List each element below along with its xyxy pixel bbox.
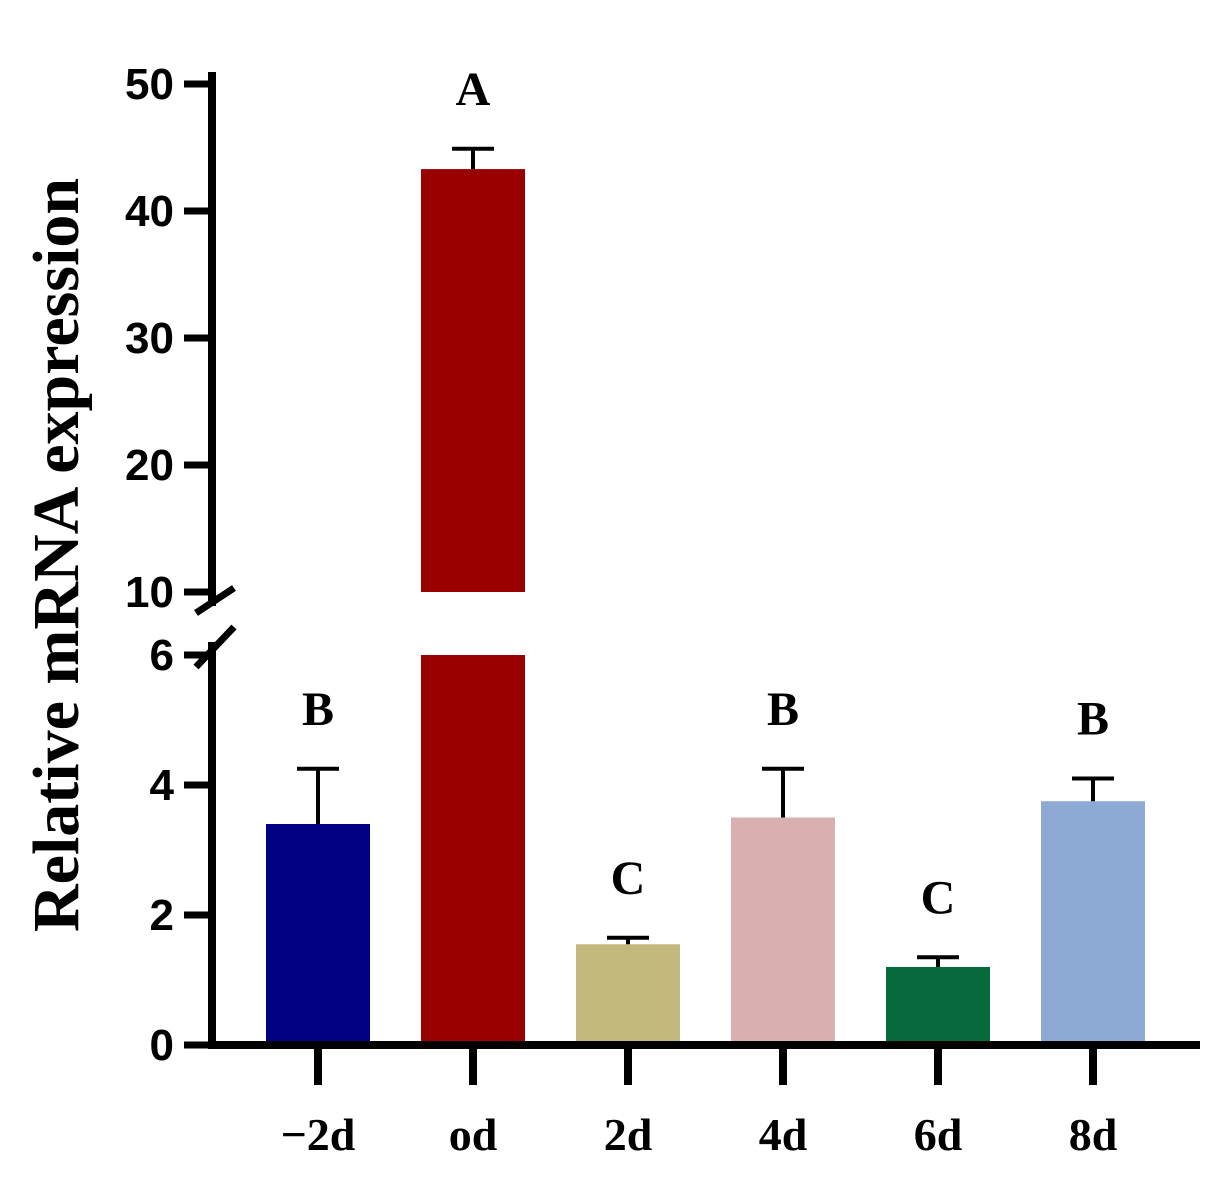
x-tick-label-−2d: −2d — [281, 1109, 356, 1160]
bars-layer — [266, 169, 1145, 1045]
error-bars-layer — [297, 146, 1114, 967]
bar-od-upper — [421, 169, 525, 592]
y-tick-label-2: 2 — [150, 891, 174, 940]
significance-label-−2d: B — [302, 683, 334, 736]
bar-od-lower — [421, 655, 525, 1045]
axes-layer — [184, 72, 1200, 1085]
bar-2d — [576, 944, 680, 1045]
labels-layer: B −2d Aod C 2d B 4d C 6d B 8d 0 2 4 6 10 20 30 40 50 — [125, 60, 1118, 1160]
x-tick-label-6d: 6d — [914, 1109, 963, 1160]
significance-label-2d: C — [611, 852, 646, 905]
bar-6d — [886, 967, 990, 1045]
axis-break-mark-lower — [193, 624, 237, 670]
bar-−2d — [266, 824, 370, 1045]
significance-label-6d: C — [921, 871, 956, 924]
bar-8d — [1041, 801, 1145, 1045]
axis-break-mark-upper — [194, 585, 236, 616]
y-tick-label-50: 50 — [125, 60, 174, 109]
significance-label-od: A — [456, 63, 491, 116]
y-tick-label-10: 10 — [125, 568, 174, 617]
y-tick-label-40: 40 — [125, 187, 174, 236]
significance-label-4d: B — [767, 683, 799, 736]
x-tick-label-4d: 4d — [759, 1109, 808, 1160]
y-tick-label-30: 30 — [125, 314, 174, 363]
significance-label-8d: B — [1077, 693, 1109, 746]
y-tick-label-20: 20 — [125, 441, 174, 490]
x-tick-label-2d: 2d — [604, 1109, 653, 1160]
x-tick-label-8d: 8d — [1069, 1109, 1118, 1160]
y-tick-label-6: 6 — [150, 631, 174, 680]
y-tick-label-4: 4 — [150, 761, 175, 810]
bar-4d — [731, 817, 835, 1045]
y-axis-label: Relative mRNA expression — [20, 178, 93, 932]
y-tick-label-0: 0 — [150, 1021, 174, 1070]
x-tick-label-od: od — [449, 1109, 498, 1160]
